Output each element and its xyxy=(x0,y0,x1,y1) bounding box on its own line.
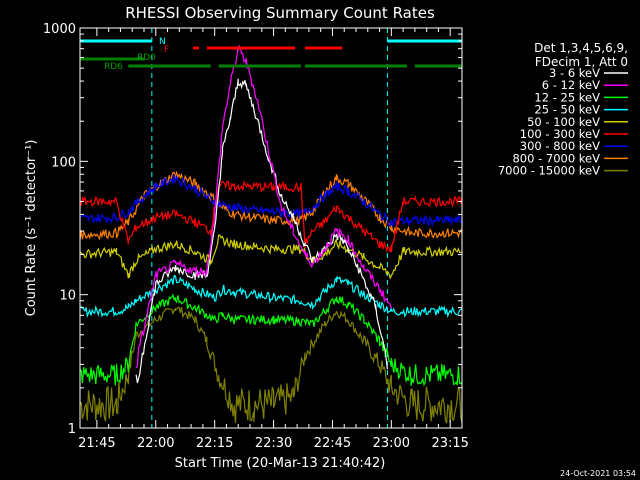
rd6-flag-label: RD6 xyxy=(104,62,123,72)
y-tick-label-3: 1000 xyxy=(43,22,76,37)
y-tick-label-2: 100 xyxy=(51,155,76,170)
axes: 1 10 100 1000 21:45 22:00 22:15 22:30 22:45 23:00… xyxy=(43,22,469,451)
legend-label-1: 6 - 12 keV xyxy=(542,78,600,92)
x-tick-label-2: 22:15 xyxy=(196,436,233,451)
series-layer xyxy=(79,44,463,424)
plot-frame xyxy=(79,27,463,429)
legend-label-5: 100 - 300 keV xyxy=(520,127,600,141)
series-50-100keV-line xyxy=(79,234,463,280)
legend-label-7: 800 - 7000 keV xyxy=(512,151,600,165)
y-axis-label: Count Rate (s⁻¹ detector⁻¹) xyxy=(24,140,39,317)
x-tick-label-6: 23:15 xyxy=(431,436,468,451)
rd0-flag-label: RD0 xyxy=(137,53,156,63)
series-100-300keV-line xyxy=(79,179,463,254)
plot-area: NF RD0 RD6 xyxy=(79,28,463,428)
flare-flag-label: F xyxy=(164,45,169,55)
legend-label-6: 300 - 800 keV xyxy=(520,139,600,153)
timestamp: 24-Oct-2021 03:54 xyxy=(560,469,636,478)
flags-layer: NF RD0 RD6 xyxy=(80,37,462,72)
night-flag-label: N xyxy=(159,37,166,47)
legend-header-line-2: FDecim 1, Att 0 xyxy=(535,55,628,69)
series-3-6keV-line xyxy=(135,78,388,383)
legend-label-2: 12 - 25 keV xyxy=(534,90,600,104)
legend-label-8: 7000 - 15000 keV xyxy=(498,164,600,178)
series-300-800keV-line xyxy=(79,173,463,228)
x-tick-label-1: 22:00 xyxy=(137,436,174,451)
series-6-12keV-line xyxy=(135,44,392,369)
series-25-50keV-line xyxy=(79,274,463,319)
legend-label-4: 50 - 100 keV xyxy=(527,115,600,129)
x-tick-label-3: 22:30 xyxy=(255,436,292,451)
x-tick-label-4: 22:45 xyxy=(314,436,351,451)
y-tick-label-0: 1 xyxy=(68,422,76,437)
legend: Det 1,3,4,5,6,9, FDecim 1, Att 0 3 - 6 k… xyxy=(498,41,628,178)
x-axis-label: Start Time (20-Mar-13 21:40:42) xyxy=(175,456,386,471)
legend-label-3: 25 - 50 keV xyxy=(534,103,600,117)
legend-label-0: 3 - 6 keV xyxy=(549,66,600,80)
series-12-25keV-line xyxy=(79,293,463,387)
legend-header-line-1: Det 1,3,4,5,6,9, xyxy=(534,41,628,55)
x-tick-label-5: 23:00 xyxy=(373,436,410,451)
chart-title: RHESSI Observing Summary Count Rates xyxy=(125,4,435,22)
x-tick-label-0: 21:45 xyxy=(78,436,115,451)
y-tick-label-1: 10 xyxy=(59,289,76,304)
